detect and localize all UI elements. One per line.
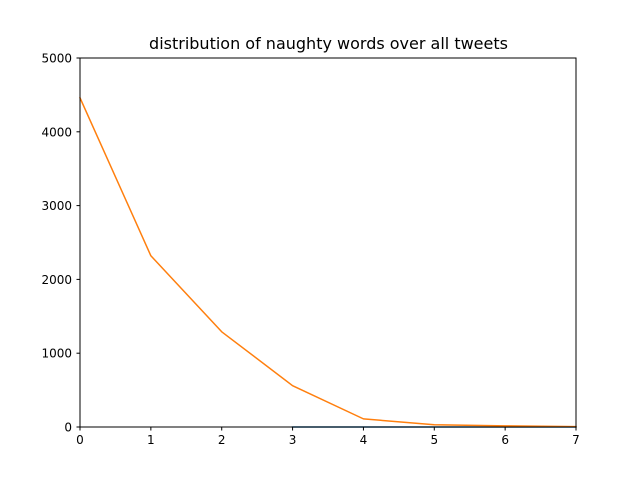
x-tick-label: 5 bbox=[430, 433, 438, 447]
x-tick-label: 6 bbox=[501, 433, 509, 447]
y-tick-label: 2000 bbox=[41, 273, 72, 287]
x-tick-label: 1 bbox=[147, 433, 155, 447]
chart-title: distribution of naughty words over all t… bbox=[149, 34, 508, 53]
series-line-2 bbox=[79, 96, 577, 428]
x-tick-label: 2 bbox=[218, 433, 226, 447]
y-tick-label: 4000 bbox=[41, 125, 72, 139]
y-tick-label: 3000 bbox=[41, 199, 72, 213]
x-tick-label: 7 bbox=[572, 433, 580, 447]
axis-layer: 0 1 2 3 4 5 6 7 0 1000 2000 3000 4000 5000 bbox=[41, 52, 579, 448]
x-tick-label: 4 bbox=[360, 433, 368, 447]
y-tick-label: 5000 bbox=[41, 52, 72, 66]
x-tick-label: 3 bbox=[289, 433, 297, 447]
plot-frame bbox=[79, 57, 577, 428]
y-tick-label: 1000 bbox=[41, 347, 72, 361]
y-tick-label: 0 bbox=[64, 421, 72, 435]
x-tick-label: 0 bbox=[76, 433, 84, 447]
